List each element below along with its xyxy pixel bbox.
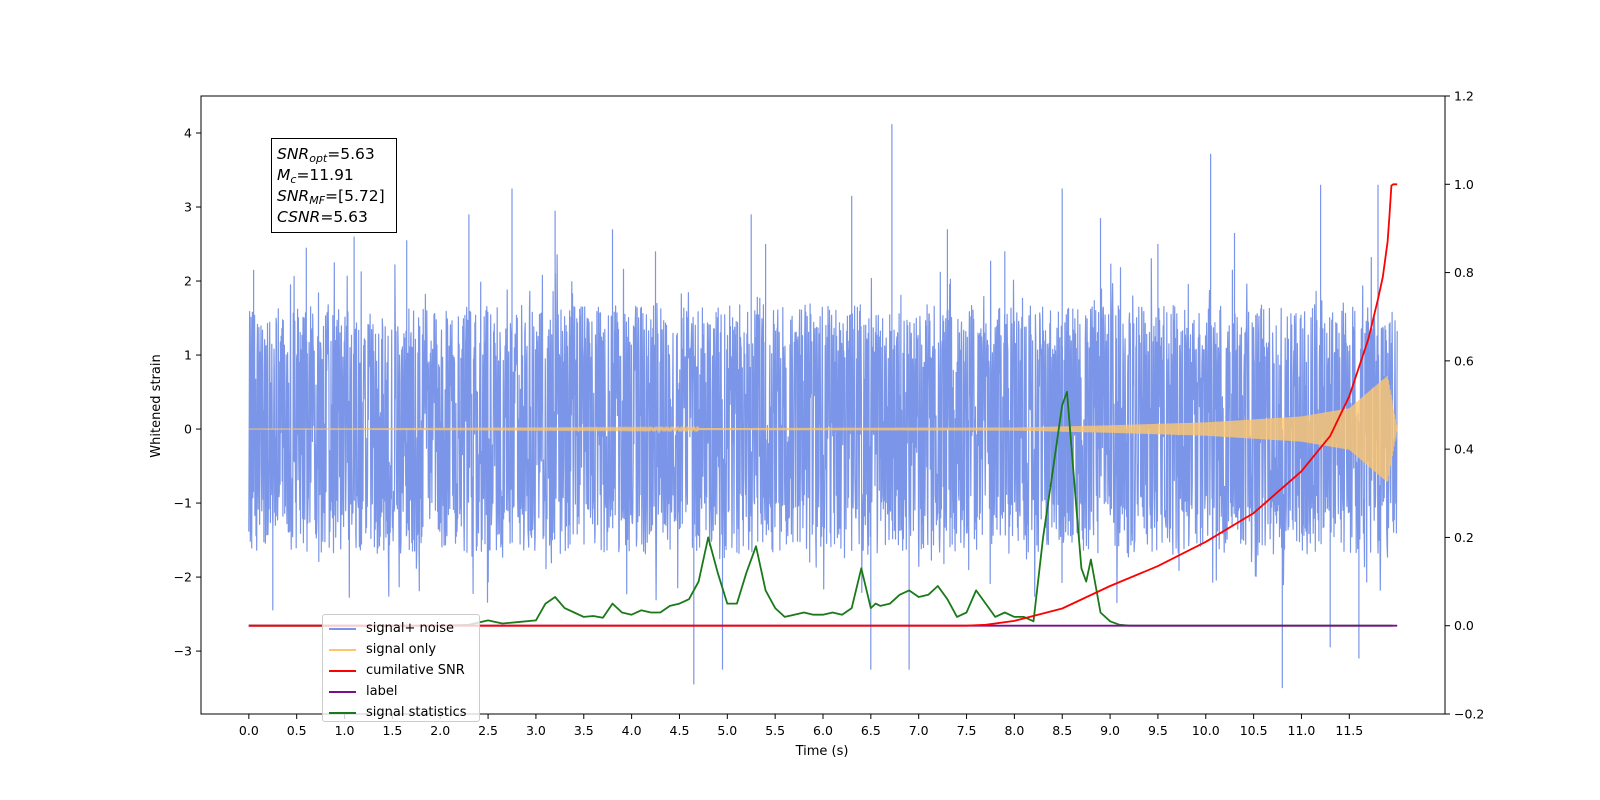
series-signal-statistics-line xyxy=(248,390,1393,627)
annotation-variable: SNR xyxy=(277,145,310,163)
x-tick-label: 0.5 xyxy=(287,723,307,738)
x-tick-label: 6.5 xyxy=(861,723,881,738)
axes: 0.0 0.5 1.0 1.5 2.0 2.5 3.0 3.5 4.0 4.5 5.0 5.5 6.0 6… xyxy=(174,89,1485,739)
legend-item: signal only xyxy=(329,639,473,660)
x-tick-label: 1.0 xyxy=(335,723,355,738)
y2-tick-label: −0.2 xyxy=(1454,707,1484,722)
y-tick-label: 3 xyxy=(184,200,192,215)
stats-annotation-box: SNRopt=5.63 Mc=11.91 SNRMF=[5.72] CSNR=5.63 xyxy=(271,138,397,233)
annotation-subscript: MF xyxy=(309,194,326,207)
y-tick-label: 1 xyxy=(184,348,192,363)
annotation-variable: M xyxy=(277,166,291,184)
legend-swatch xyxy=(329,690,356,693)
y-tick-label: −1 xyxy=(174,496,192,511)
y-axis-label: Whitened strain xyxy=(149,354,164,457)
y2-tick-label: 0.2 xyxy=(1454,530,1474,545)
y-tick-label: 2 xyxy=(184,274,192,289)
x-tick-label: 4.5 xyxy=(670,723,690,738)
annotation-variable: CSNR xyxy=(277,208,321,226)
x-tick-label: 8.0 xyxy=(1004,723,1024,738)
x-tick-label: 7.5 xyxy=(957,723,977,738)
annotation-value: =11.91 xyxy=(296,166,354,184)
y2-tick-label: 0.0 xyxy=(1454,618,1474,633)
legend-label: signal statistics xyxy=(366,705,467,720)
y-tick-label: 0 xyxy=(184,422,192,437)
annotation-value: =5.63 xyxy=(320,208,368,226)
annotation-subscript: opt xyxy=(309,152,328,165)
annotation-value: =[5.72] xyxy=(325,187,385,205)
legend-item: signal statistics xyxy=(329,702,473,723)
x-tick-label: 10.5 xyxy=(1240,723,1268,738)
y2-tick-label: 0.6 xyxy=(1454,353,1474,368)
x-tick-label: 6.0 xyxy=(813,723,833,738)
x-tick-label: 2.5 xyxy=(478,723,498,738)
x-tick-label: 8.5 xyxy=(1052,723,1072,738)
legend-swatch xyxy=(329,711,356,714)
annotation-subscript: c xyxy=(290,173,297,186)
annotation-value: =5.63 xyxy=(327,145,375,163)
legend-item: signal+ noise xyxy=(329,618,473,639)
y2-tick-label: 1.2 xyxy=(1454,89,1474,104)
legend-swatch xyxy=(329,669,356,672)
x-tick-label: 1.5 xyxy=(382,723,402,738)
x-tick-label: 5.5 xyxy=(765,723,785,738)
legend-swatch xyxy=(329,627,356,630)
legend-label: label xyxy=(366,684,398,699)
x-tick-label: 9.5 xyxy=(1148,723,1168,738)
x-tick-label: 7.0 xyxy=(909,723,929,738)
x-tick-label: 2.0 xyxy=(430,723,450,738)
series-signal-only-line xyxy=(248,375,1398,482)
annotation-row: Mc=11.91 xyxy=(277,165,392,186)
x-tick-label: 5.0 xyxy=(717,723,737,738)
y2-tick-label: 0.4 xyxy=(1454,442,1474,457)
x-tick-label: 3.0 xyxy=(526,723,546,738)
x-axis-label: Time (s) xyxy=(795,744,849,759)
annotation-row: SNRopt=5.63 xyxy=(277,144,392,165)
legend-item: label xyxy=(329,681,473,702)
annotation-row: SNRMF=[5.72] xyxy=(277,186,392,207)
y2-tick-label: 1.0 xyxy=(1454,177,1474,192)
x-tick-label: 3.5 xyxy=(574,723,594,738)
series-cumulative-snr-line xyxy=(248,183,1398,627)
legend-swatch xyxy=(329,648,356,651)
y-tick-label: 4 xyxy=(184,126,192,141)
series-signal-noise-line xyxy=(248,124,1398,689)
plot-area xyxy=(248,124,1398,689)
legend-label: signal only xyxy=(366,642,437,657)
x-tick-label: 9.0 xyxy=(1100,723,1120,738)
legend: signal+ noise signal only cumilative SNR la… xyxy=(322,614,480,722)
legend-label: signal+ noise xyxy=(366,621,455,636)
x-tick-label: 10.0 xyxy=(1192,723,1220,738)
annotation-variable: SNR xyxy=(277,187,310,205)
legend-label: cumilative SNR xyxy=(366,663,465,678)
x-tick-label: 11.5 xyxy=(1335,723,1363,738)
annotation-row: CSNR=5.63 xyxy=(277,207,392,228)
y-tick-label: −2 xyxy=(174,570,192,585)
x-tick-label: 11.0 xyxy=(1288,723,1316,738)
y-tick-label: −3 xyxy=(174,644,192,659)
y2-tick-label: 0.8 xyxy=(1454,265,1474,280)
x-tick-label: 0.0 xyxy=(239,723,259,738)
x-tick-label: 4.0 xyxy=(622,723,642,738)
legend-item: cumilative SNR xyxy=(329,660,473,681)
